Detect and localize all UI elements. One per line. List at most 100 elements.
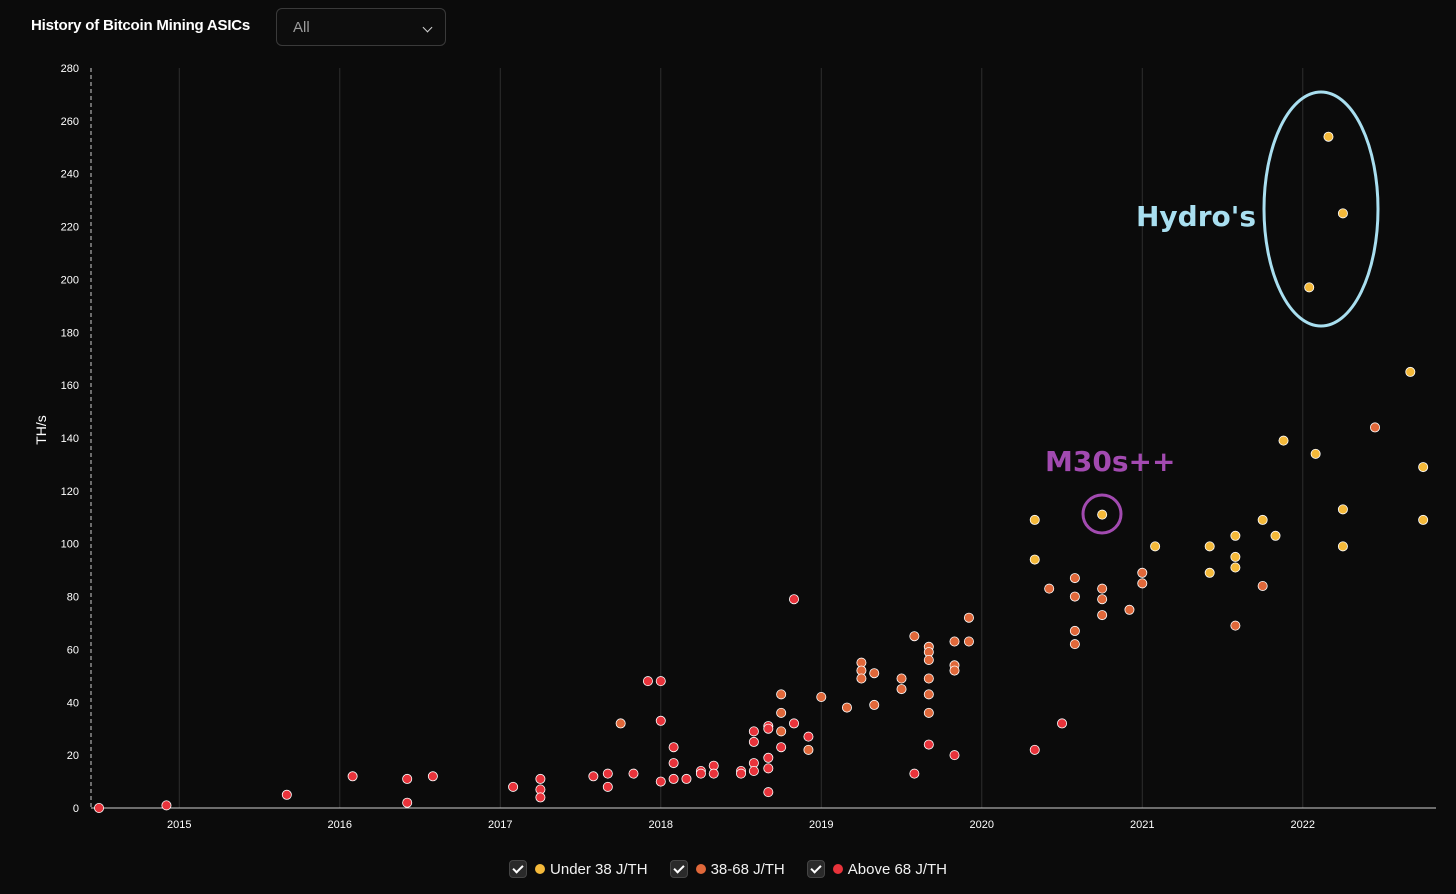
data-point[interactable] (1370, 422, 1381, 433)
data-point[interactable] (748, 726, 759, 737)
data-point[interactable] (1057, 718, 1068, 729)
data-point[interactable] (763, 723, 774, 734)
data-point[interactable] (763, 763, 774, 774)
data-point[interactable] (963, 612, 974, 623)
checkbox-icon[interactable] (806, 860, 825, 878)
data-point[interactable] (748, 736, 759, 747)
data-point[interactable] (1097, 583, 1108, 594)
data-point[interactable] (1069, 625, 1080, 636)
data-point[interactable] (763, 752, 774, 763)
data-point[interactable] (602, 781, 613, 792)
data-point[interactable] (1337, 208, 1348, 219)
data-point[interactable] (1405, 366, 1416, 377)
legend-item-above-68[interactable]: Above 68 J/TH (806, 860, 947, 878)
data-point[interactable] (1230, 530, 1241, 541)
data-point[interactable] (776, 707, 787, 718)
data-point[interactable] (427, 771, 438, 782)
data-point[interactable] (1097, 594, 1108, 605)
data-point[interactable] (1418, 462, 1429, 473)
data-point[interactable] (1204, 567, 1215, 578)
data-point[interactable] (788, 594, 799, 605)
data-point[interactable] (1044, 583, 1055, 594)
data-point[interactable] (949, 750, 960, 761)
data-point[interactable] (776, 742, 787, 753)
data-point[interactable] (736, 768, 747, 779)
data-point[interactable] (803, 744, 814, 755)
data-point[interactable] (1270, 530, 1281, 541)
data-point[interactable] (788, 718, 799, 729)
data-point[interactable] (535, 792, 546, 803)
legend-item-38-68[interactable]: 38-68 J/TH (669, 860, 785, 878)
data-point[interactable] (909, 631, 920, 642)
data-point[interactable] (588, 771, 599, 782)
data-point[interactable] (923, 739, 934, 750)
data-point[interactable] (695, 768, 706, 779)
data-point[interactable] (668, 742, 679, 753)
data-point[interactable] (628, 768, 639, 779)
data-point[interactable] (1069, 591, 1080, 602)
data-point[interactable] (748, 766, 759, 777)
data-point[interactable] (1097, 509, 1108, 520)
legend-item-under-38[interactable]: Under 38 J/TH (509, 860, 648, 878)
data-point[interactable] (923, 655, 934, 666)
data-point[interactable] (1323, 131, 1334, 142)
data-point[interactable] (655, 715, 666, 726)
data-point[interactable] (281, 789, 292, 800)
data-point[interactable] (94, 803, 105, 814)
data-point[interactable] (841, 702, 852, 713)
data-point[interactable] (1029, 554, 1040, 565)
data-point[interactable] (1310, 448, 1321, 459)
data-point[interactable] (1124, 604, 1135, 615)
data-point[interactable] (655, 676, 666, 687)
data-point[interactable] (869, 668, 880, 679)
data-point[interactable] (161, 800, 172, 811)
checkbox-icon[interactable] (669, 860, 688, 878)
data-point[interactable] (1418, 514, 1429, 525)
data-point[interactable] (923, 707, 934, 718)
data-point[interactable] (602, 768, 613, 779)
data-point[interactable] (402, 797, 413, 808)
data-point[interactable] (1304, 282, 1315, 293)
data-point[interactable] (816, 692, 827, 703)
data-point[interactable] (909, 768, 920, 779)
data-point[interactable] (708, 768, 719, 779)
checkbox-icon[interactable] (509, 860, 528, 878)
data-point[interactable] (402, 773, 413, 784)
data-point[interactable] (803, 731, 814, 742)
data-point[interactable] (776, 689, 787, 700)
filter-dropdown[interactable]: All (276, 8, 446, 46)
data-point[interactable] (923, 689, 934, 700)
data-point[interactable] (763, 787, 774, 798)
data-point[interactable] (347, 771, 358, 782)
data-point[interactable] (896, 684, 907, 695)
data-point[interactable] (1337, 504, 1348, 515)
data-point[interactable] (1204, 541, 1215, 552)
data-point[interactable] (1029, 514, 1040, 525)
data-point[interactable] (668, 773, 679, 784)
data-point[interactable] (963, 636, 974, 647)
data-point[interactable] (1137, 567, 1148, 578)
data-point[interactable] (1029, 744, 1040, 755)
data-point[interactable] (949, 665, 960, 676)
data-point[interactable] (869, 699, 880, 710)
data-point[interactable] (776, 726, 787, 737)
data-point[interactable] (1230, 620, 1241, 631)
data-point[interactable] (1097, 610, 1108, 621)
data-point[interactable] (1257, 581, 1268, 592)
data-point[interactable] (1069, 639, 1080, 650)
data-point[interactable] (1150, 541, 1161, 552)
data-point[interactable] (1230, 551, 1241, 562)
data-point[interactable] (1137, 578, 1148, 589)
data-point[interactable] (1278, 435, 1289, 446)
data-point[interactable] (1337, 541, 1348, 552)
data-point[interactable] (1257, 514, 1268, 525)
data-point[interactable] (896, 673, 907, 684)
data-point[interactable] (681, 773, 692, 784)
data-point[interactable] (668, 758, 679, 769)
data-point[interactable] (923, 673, 934, 684)
data-point[interactable] (615, 718, 626, 729)
data-point[interactable] (535, 773, 546, 784)
data-point[interactable] (1069, 573, 1080, 584)
data-point[interactable] (642, 676, 653, 687)
data-point[interactable] (655, 776, 666, 787)
